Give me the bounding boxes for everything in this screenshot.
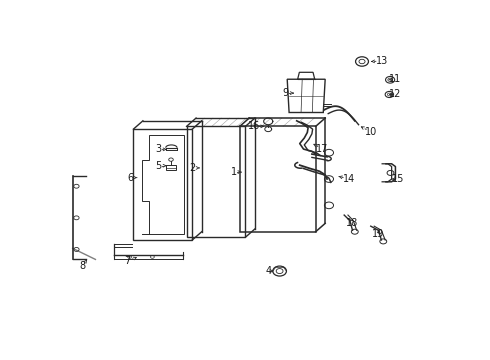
Text: 17: 17 — [316, 144, 328, 153]
Text: 4: 4 — [265, 266, 271, 276]
Text: 12: 12 — [389, 90, 401, 99]
Text: 3: 3 — [155, 144, 161, 154]
Text: 15: 15 — [392, 174, 404, 184]
Text: 7: 7 — [124, 256, 131, 266]
Text: 19: 19 — [372, 229, 385, 239]
Text: 8: 8 — [79, 261, 85, 271]
Text: 14: 14 — [343, 174, 355, 184]
Text: 5: 5 — [155, 161, 161, 171]
Text: 11: 11 — [389, 74, 402, 84]
Text: 16: 16 — [248, 121, 260, 131]
Text: 2: 2 — [189, 163, 196, 173]
Text: 10: 10 — [365, 127, 377, 137]
Text: 13: 13 — [376, 56, 388, 66]
Text: 1: 1 — [231, 167, 237, 177]
Text: 6: 6 — [128, 173, 134, 183]
Bar — [167, 165, 175, 170]
Text: 18: 18 — [346, 219, 358, 228]
Text: 9: 9 — [282, 88, 288, 98]
